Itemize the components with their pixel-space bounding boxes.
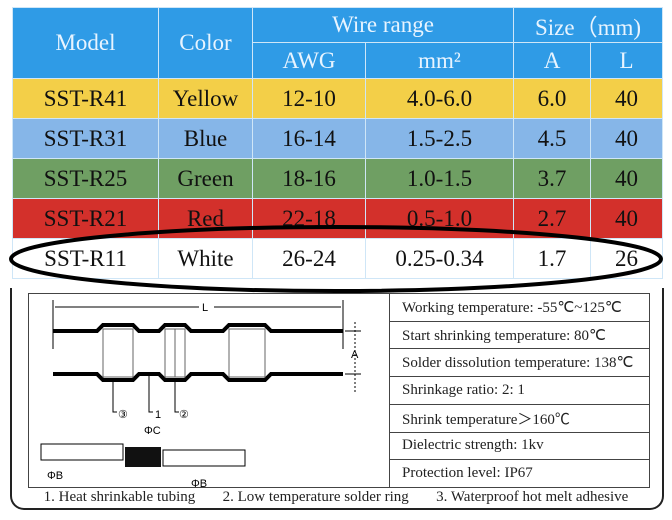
cell-awg: 22-18 [252, 198, 366, 239]
cell-mm2: 4.0-6.0 [365, 78, 514, 119]
label-1: 1 [155, 409, 161, 421]
header-color: Color [158, 7, 253, 79]
cell-model: SST-R41 [12, 78, 159, 119]
header-wire-range: Wire range [252, 7, 514, 43]
cell-color: Green [158, 158, 253, 199]
header-awg: AWG [252, 42, 366, 79]
spec-table: Model Color Wire range Size（mm) AWG mm² … [12, 7, 664, 279]
spec-item: Working temperature: -55℃~125℃ [390, 294, 649, 322]
cell-model: SST-R11 [12, 238, 159, 279]
table-row: SST-R25 Green 18-16 1.0-1.5 3.7 40 [12, 158, 664, 199]
spec-item: Shrinkage ratio: 2: 1 [390, 377, 649, 405]
table-row: SST-R31 Blue 16-14 1.5-2.5 4.5 40 [12, 118, 664, 159]
label-phi-b-left: ΦB [47, 470, 63, 482]
cell-l: 40 [589, 158, 664, 199]
cell-color: White [158, 238, 253, 279]
label-phi-b-right: ΦB [191, 478, 207, 489]
cell-mm2: 1.0-1.5 [365, 158, 514, 199]
cell-awg: 16-14 [252, 118, 366, 159]
info-panel: L A ③ 1 ② ΦC ΦB ΦB Working temperature: … [28, 293, 650, 490]
label-phi-c: ΦC [144, 425, 161, 437]
spec-item: Start shrinking temperature: 80℃ [390, 322, 649, 350]
legend-captions: 1. Heat shrinkable tubing 2. Low temperat… [0, 489, 672, 506]
cell-model: SST-R21 [12, 198, 159, 239]
cell-mm2: 0.5-1.0 [365, 198, 514, 239]
header-a: A [513, 42, 591, 79]
caption-item: 2. Low temperature solder ring [222, 489, 409, 505]
cell-mm2: 0.25-0.34 [365, 238, 514, 279]
cell-a: 3.7 [513, 158, 591, 199]
cell-color: Red [158, 198, 253, 239]
cell-a: 2.7 [513, 198, 591, 239]
header-mm2: mm² [365, 42, 514, 79]
table-row: SST-R41 Yellow 12-10 4.0-6.0 6.0 40 [12, 78, 664, 119]
cell-awg: 12-10 [252, 78, 366, 119]
cell-a: 6.0 [513, 78, 591, 119]
spec-item: Dielectric strength: 1kv [390, 433, 649, 461]
label-2: ② [179, 409, 189, 421]
spec-item: Solder dissolution temperature: 138℃ [390, 349, 649, 378]
cell-l: 40 [589, 198, 664, 239]
header-l: L [589, 42, 664, 79]
caption-item: 3. Waterproof hot melt adhesive [436, 489, 629, 505]
cell-mm2: 1.5-2.5 [365, 118, 514, 159]
cell-l: 40 [589, 78, 664, 119]
info-panel-border [10, 288, 664, 510]
label-3: ③ [118, 409, 128, 421]
label-l: L [202, 302, 208, 314]
label-a: A [351, 349, 359, 361]
header-size: Size（mm) [512, 7, 664, 43]
table-row: SST-R21 Red 22-18 0.5-1.0 2.7 40 [12, 198, 664, 239]
spec-item: Protection level: IP67 [402, 465, 533, 482]
cell-model: SST-R25 [12, 158, 159, 199]
cell-color: Yellow [158, 78, 253, 119]
cell-awg: 26-24 [252, 238, 366, 279]
caption-item: 1. Heat shrinkable tubing [43, 489, 196, 505]
connector-diagram: L A ③ 1 ② ΦC ΦB ΦB [29, 294, 390, 490]
cell-color: Blue [158, 118, 253, 159]
cell-a: 4.5 [513, 118, 591, 159]
cell-l: 40 [589, 118, 664, 159]
cell-a: 1.7 [513, 238, 591, 279]
spec-list: Working temperature: -55℃~125℃ Start shri… [390, 294, 649, 487]
header-model: Model [12, 7, 159, 79]
cell-awg: 18-16 [252, 158, 366, 199]
cell-model: SST-R31 [12, 118, 159, 159]
spec-item: Shrink temperature＞160℃ [390, 405, 649, 433]
cell-l: 26 [589, 238, 664, 279]
table-row: SST-R11 White 26-24 0.25-0.34 1.7 26 [12, 238, 664, 279]
